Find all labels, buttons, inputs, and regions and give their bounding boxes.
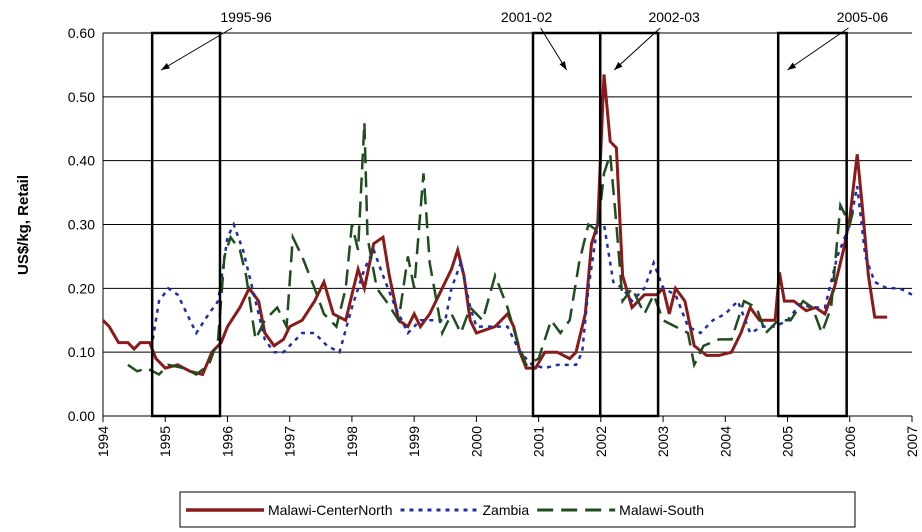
annotation-label: 2002-03 [648,9,700,25]
legend-label: Malawi-South [619,502,704,518]
legend-label: Zambia [482,502,529,518]
x-tick-label: 1997 [282,426,298,457]
x-tick-label: 1995 [157,426,173,457]
y-tick-label: 0.00 [68,408,95,424]
annotation-arrow [787,27,849,71]
y-tick-label: 0.40 [68,153,95,169]
x-tick-label: 2000 [468,426,484,457]
annotation-arrow [613,27,661,71]
x-tick-label: 1998 [344,426,360,457]
annotation-arrow [160,27,233,71]
x-tick-label: 2004 [717,426,733,457]
y-tick-label: 0.30 [68,217,95,233]
series-line [101,74,888,377]
arrow-head [559,61,567,70]
arrow-head [787,62,797,70]
x-tick-label: 2006 [842,426,858,457]
annotation-label: 2001-02 [501,9,553,25]
arrow-head [161,63,170,70]
y-tick-label: 0.50 [68,89,95,105]
x-tick-label: 2007 [904,426,920,457]
annotation-box [598,31,660,418]
legend-label: Malawi-CenterNorth [268,502,392,518]
arrow-head [614,62,623,70]
x-tick-label: 1994 [95,426,111,457]
legend-box [179,491,856,528]
y-tick-label: 0.20 [68,280,95,296]
series-line [151,185,913,370]
annotation-label: 2005-06 [837,9,889,25]
y-axis-label: US$/kg, Retail [15,175,32,275]
x-tick-label: 2001 [531,426,547,457]
series-line [127,122,855,377]
x-tick-label: 1999 [406,426,422,457]
x-tick-label: 2002 [593,426,609,457]
annotation-box [776,31,848,418]
annotation-box [150,31,222,418]
x-tick-label: 2003 [655,426,671,457]
x-tick-label: 1996 [219,426,235,457]
x-tick-label: 2005 [780,426,796,457]
annotation-label: 1995-96 [220,9,272,25]
y-tick-label: 0.60 [68,25,95,41]
y-tick-label: 0.10 [68,344,95,360]
